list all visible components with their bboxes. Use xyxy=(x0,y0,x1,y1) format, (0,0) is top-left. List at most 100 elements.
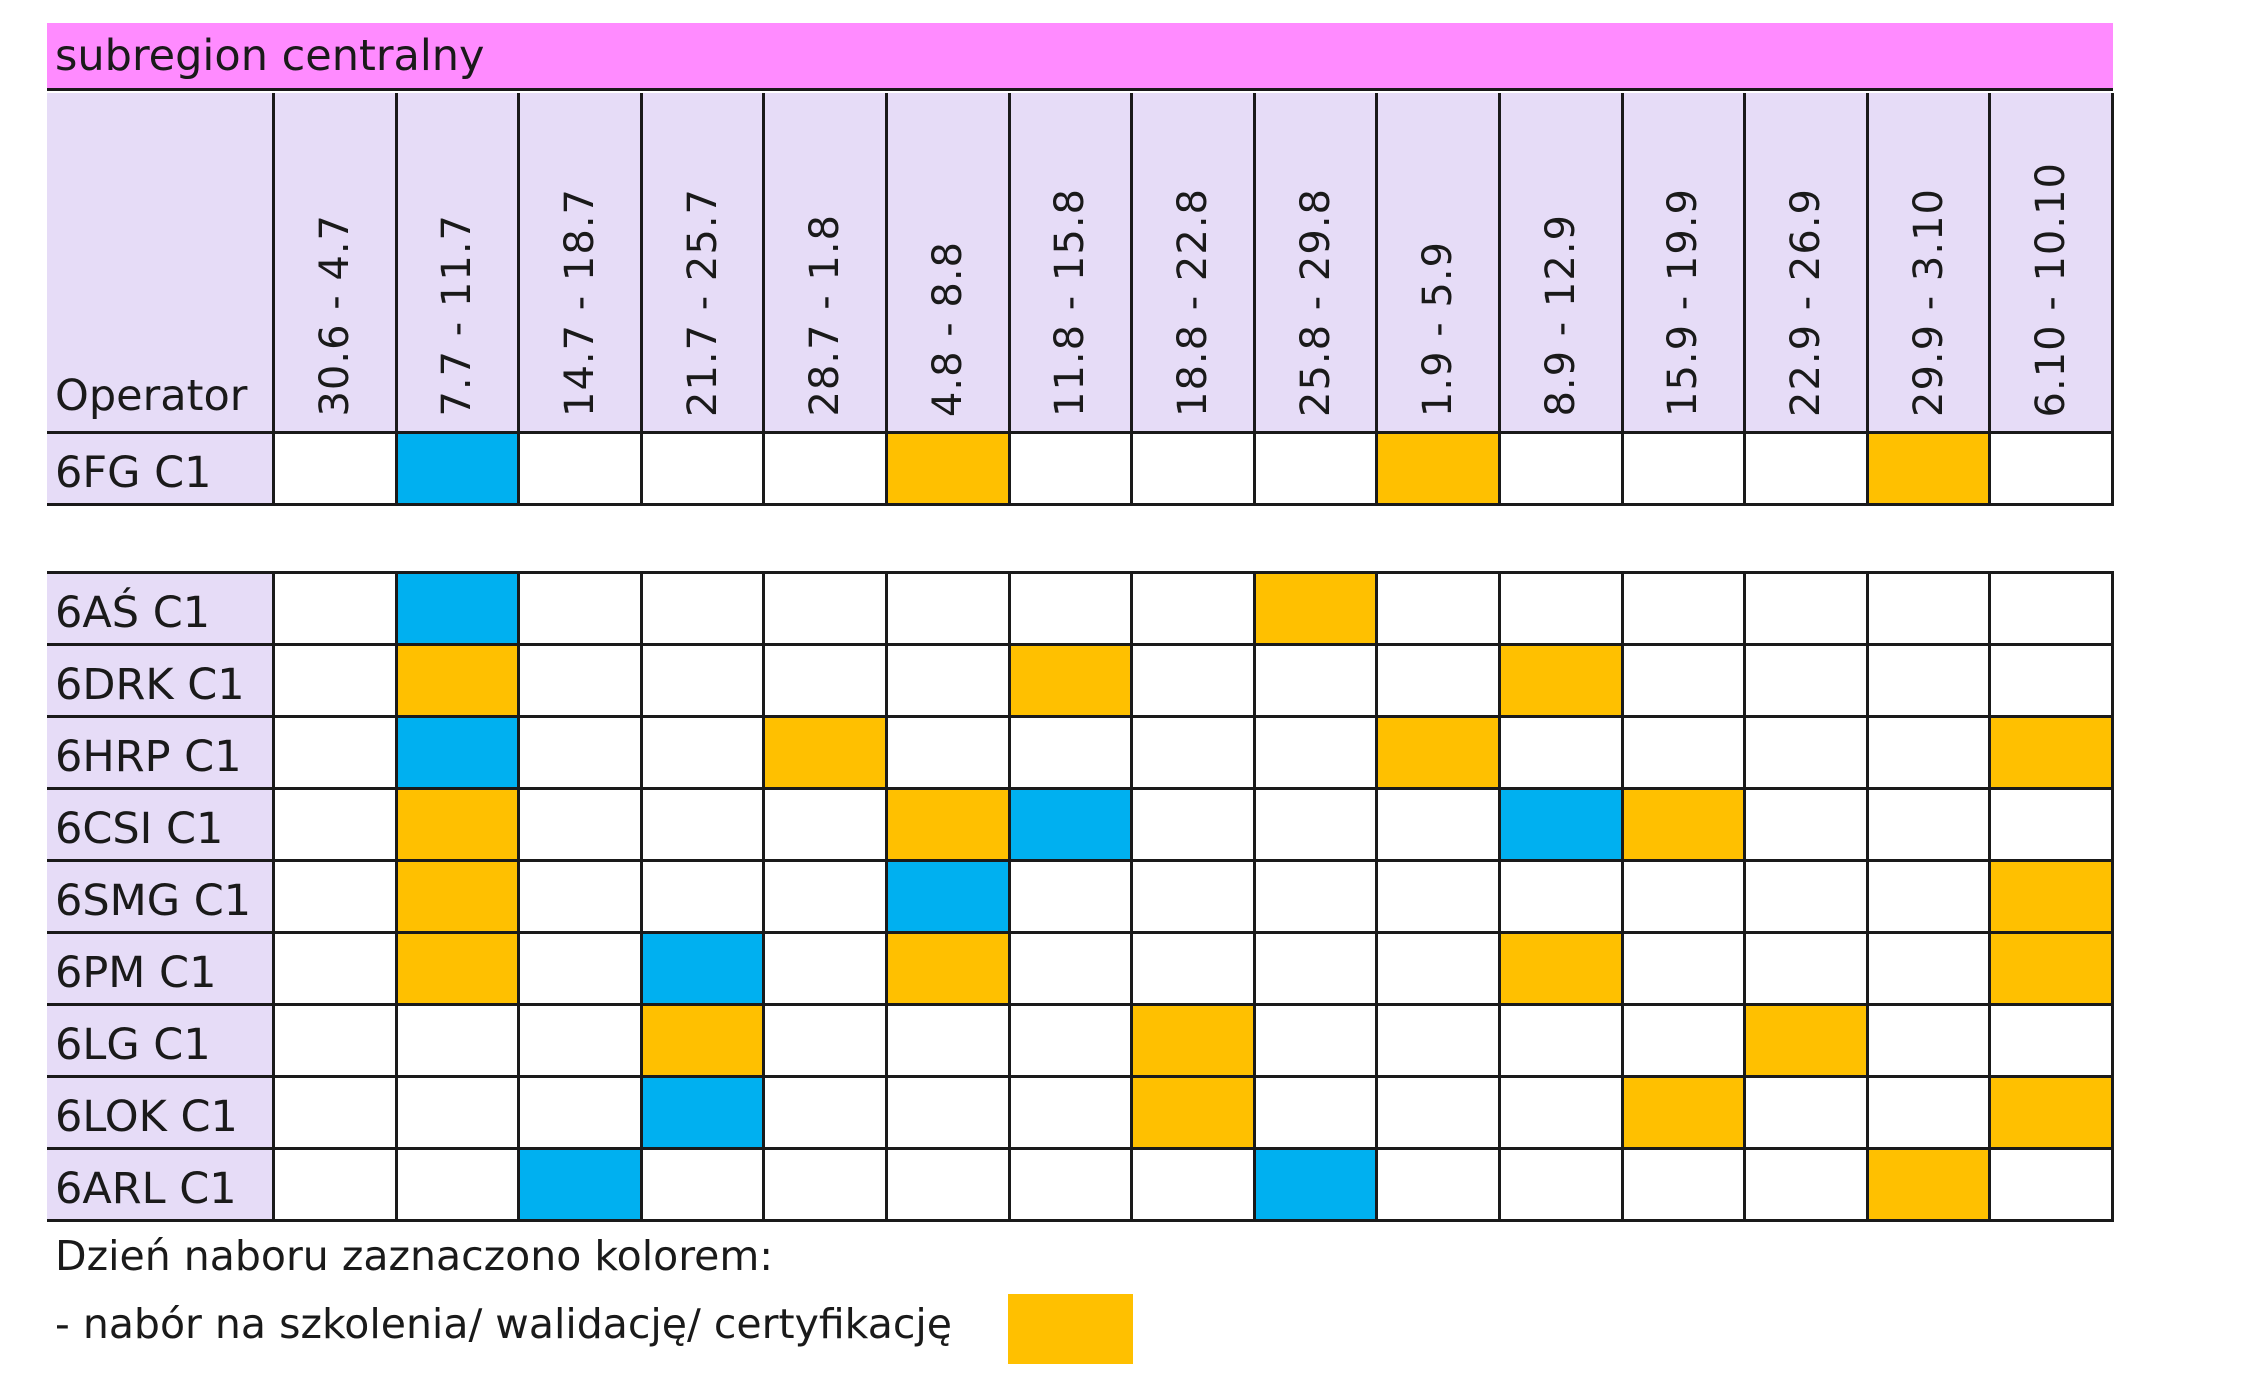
schedule-cell-empty xyxy=(642,718,766,790)
schedule-cell-empty xyxy=(1378,574,1501,646)
schedule-cell-empty xyxy=(1991,434,2114,506)
schedule-cell-empty xyxy=(1746,934,1869,1006)
schedule-cell-empty xyxy=(1133,790,1256,862)
date-header: 28.7 - 1.8 xyxy=(765,93,888,434)
schedule-cell-empty xyxy=(1868,862,1992,934)
schedule-cell-empty xyxy=(1868,574,1992,646)
date-header-label: 1.9 - 5.9 xyxy=(1415,240,1462,417)
schedule-cell-empty xyxy=(642,434,766,506)
schedule-cell-empty xyxy=(642,1150,766,1222)
operator-name: 6CSI C1 xyxy=(55,804,224,854)
schedule-cell-empty xyxy=(520,1006,643,1078)
schedule-cell-orange xyxy=(888,934,1011,1006)
schedule-cell-orange xyxy=(397,934,521,1006)
legend-caption: Dzień naboru zaznaczono kolorem: xyxy=(55,1232,774,1280)
operator-cell: 6HRP C1 xyxy=(47,718,275,790)
date-header-label: 30.6 - 4.7 xyxy=(311,214,358,417)
schedule-cell-orange xyxy=(1255,574,1379,646)
schedule-cell-empty xyxy=(520,718,643,790)
schedule-cell-orange xyxy=(1623,1078,1747,1150)
schedule-cell-empty xyxy=(1991,790,2114,862)
operator-name: 6LOK C1 xyxy=(55,1092,238,1142)
schedule-cell-empty xyxy=(1133,434,1256,506)
schedule-cell-empty xyxy=(1010,862,1134,934)
schedule-cell-empty xyxy=(1746,646,1869,718)
schedule-cell-empty xyxy=(1378,862,1501,934)
schedule-cell-empty xyxy=(397,1006,521,1078)
schedule-cell-blue xyxy=(397,434,521,506)
date-header: 7.7 - 11.7 xyxy=(397,93,521,434)
legend-training-label: - nabór na szkolenia/ walidację/ certyfi… xyxy=(55,1300,952,1348)
date-header-label: 28.7 - 1.8 xyxy=(802,214,849,417)
schedule-cell-empty xyxy=(1501,1150,1624,1222)
schedule-cell-empty xyxy=(1010,574,1134,646)
schedule-cell-orange xyxy=(1133,1006,1256,1078)
schedule-cell-empty xyxy=(765,574,888,646)
date-header-label: 11.8 - 15.8 xyxy=(1047,188,1094,417)
schedule-cell-empty xyxy=(1255,790,1379,862)
schedule-cell-empty xyxy=(275,646,398,718)
schedule-cell-empty xyxy=(1255,862,1379,934)
schedule-cell-empty xyxy=(888,574,1011,646)
schedule-cell-empty xyxy=(1746,1150,1869,1222)
schedule-cell-blue xyxy=(520,1150,643,1222)
schedule-cell-blue xyxy=(888,862,1011,934)
schedule-cell-empty xyxy=(275,718,398,790)
schedule-cell-orange xyxy=(1378,434,1501,506)
operator-cell: 6ARL C1 xyxy=(47,1150,275,1222)
schedule-cell-empty xyxy=(397,1150,521,1222)
date-header: 18.8 - 22.8 xyxy=(1133,93,1256,434)
schedule-cell-empty xyxy=(1623,574,1747,646)
schedule-cell-empty xyxy=(1991,574,2114,646)
schedule-cell-empty xyxy=(1010,718,1134,790)
schedule-cell-empty xyxy=(1746,574,1869,646)
date-header: 4.8 - 8.8 xyxy=(888,93,1011,434)
schedule-cell-orange xyxy=(642,1006,766,1078)
schedule-cell-empty xyxy=(275,934,398,1006)
schedule-cell-empty xyxy=(1133,646,1256,718)
schedule-cell-blue xyxy=(397,718,521,790)
schedule-cell-empty xyxy=(1746,862,1869,934)
date-header: 1.9 - 5.9 xyxy=(1378,93,1501,434)
schedule-cell-empty xyxy=(1868,646,1992,718)
date-header: 8.9 - 12.9 xyxy=(1501,93,1624,434)
date-header-label: 15.9 - 19.9 xyxy=(1660,188,1707,417)
operator-cell: 6SMG C1 xyxy=(47,862,275,934)
schedule-cell-orange xyxy=(765,718,888,790)
schedule-cell-empty xyxy=(1746,718,1869,790)
schedule-cell-empty xyxy=(1501,574,1624,646)
schedule-cell-orange xyxy=(1378,718,1501,790)
subregion-title: subregion centralny xyxy=(55,30,485,81)
schedule-cell-empty xyxy=(275,1006,398,1078)
schedule-cell-empty xyxy=(1501,1006,1624,1078)
schedule-cell-empty xyxy=(1623,646,1747,718)
schedule-cell-orange xyxy=(397,790,521,862)
schedule-cell-empty xyxy=(1133,718,1256,790)
date-header: 25.8 - 29.8 xyxy=(1255,93,1379,434)
date-header-label: 25.8 - 29.8 xyxy=(1292,188,1339,417)
legend-orange-swatch xyxy=(1008,1294,1133,1364)
schedule-cell-orange xyxy=(1501,646,1624,718)
date-header: 6.10 - 10.10 xyxy=(1991,93,2114,434)
operator-name: 6FG C1 xyxy=(55,448,212,498)
schedule-cell-empty xyxy=(1623,1006,1747,1078)
schedule-cell-empty xyxy=(642,574,766,646)
schedule-cell-empty xyxy=(765,1078,888,1150)
schedule-cell-empty xyxy=(1746,1078,1869,1150)
date-header-label: 22.9 - 26.9 xyxy=(1782,188,1829,417)
schedule-cell-empty xyxy=(765,790,888,862)
operator-cell: 6PM C1 xyxy=(47,934,275,1006)
operator-name: 6AŚ C1 xyxy=(55,588,211,638)
schedule-cell-orange xyxy=(1010,646,1134,718)
operator-header-label: Operator xyxy=(55,371,248,421)
schedule-cell-empty xyxy=(1010,1078,1134,1150)
schedule-cell-empty xyxy=(642,790,766,862)
operator-name: 6PM C1 xyxy=(55,948,217,998)
schedule-cell-empty xyxy=(1378,1150,1501,1222)
schedule-cell-empty xyxy=(765,934,888,1006)
schedule-cell-empty xyxy=(1991,646,2114,718)
schedule-cell-orange xyxy=(397,646,521,718)
schedule-cell-empty xyxy=(275,574,398,646)
schedule-cell-empty xyxy=(1623,1150,1747,1222)
schedule-cell-blue xyxy=(397,574,521,646)
